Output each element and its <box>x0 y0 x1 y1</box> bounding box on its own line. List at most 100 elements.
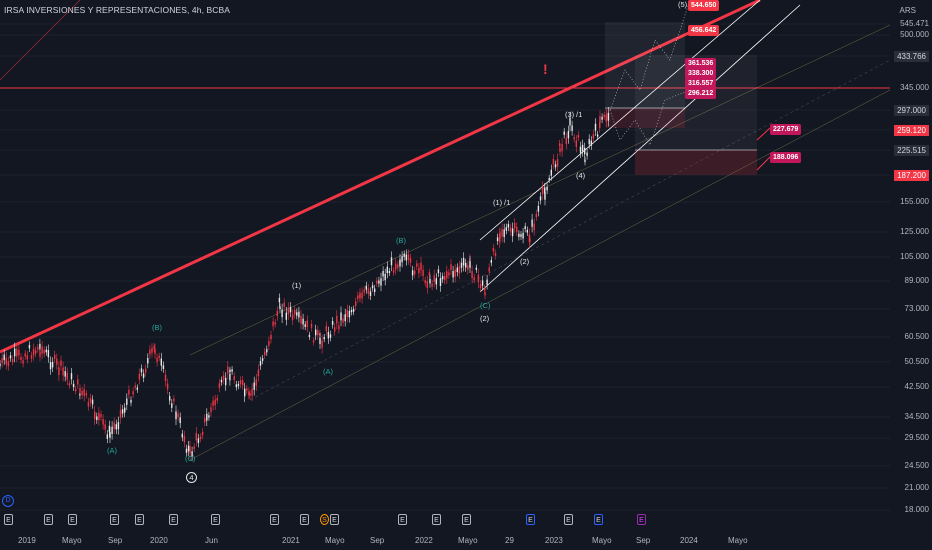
candle-body <box>367 288 370 295</box>
candle-body <box>492 247 495 252</box>
candle-body <box>342 318 344 323</box>
currency-label: ARS <box>899 6 916 15</box>
candle-body <box>559 148 561 153</box>
earnings-event-icon[interactable]: E <box>594 514 603 525</box>
candle-body <box>325 326 327 332</box>
earnings-event-icon[interactable]: E <box>68 514 77 525</box>
alert-icon[interactable]: ! <box>543 61 548 77</box>
candle-body <box>291 314 294 321</box>
target-connector <box>756 156 771 171</box>
earnings-event-icon[interactable]: E <box>330 514 339 525</box>
candle-body <box>346 310 348 317</box>
candle-body <box>601 116 603 120</box>
candle-body <box>298 311 300 318</box>
candle-body <box>471 271 473 279</box>
candle-body <box>39 352 41 357</box>
candle-body <box>441 276 444 280</box>
price-tick: 42.500 <box>904 382 929 391</box>
candle-body <box>420 262 422 271</box>
candle-body <box>43 349 45 354</box>
candle-body <box>544 192 546 200</box>
candle-body <box>126 398 128 405</box>
candle-body <box>214 399 216 406</box>
target-price-label: 188.096 <box>770 152 802 163</box>
candle-body <box>479 284 482 289</box>
candle-body <box>100 414 102 418</box>
dividend-icon[interactable]: D <box>2 495 14 507</box>
candle-body <box>371 285 374 289</box>
candle-body <box>113 422 115 429</box>
earnings-event-icon[interactable]: S <box>320 514 329 525</box>
candle-body <box>452 271 454 278</box>
candle-body <box>264 351 266 356</box>
candle-body <box>179 417 181 424</box>
candle-body <box>520 234 522 237</box>
channel-mid <box>249 59 891 401</box>
candle-body <box>352 309 355 312</box>
price-tick: 155.000 <box>900 197 929 206</box>
candle-body <box>561 143 563 152</box>
candle-body <box>395 263 397 270</box>
candle-body <box>505 227 507 231</box>
candle-body <box>149 349 151 355</box>
price-tick: 73.000 <box>904 304 929 313</box>
candle-body <box>177 413 179 418</box>
candle-body <box>392 270 395 273</box>
candle-body <box>565 137 567 145</box>
candle-body <box>193 446 195 449</box>
candle-body <box>83 389 85 396</box>
earnings-event-icon[interactable]: E <box>135 514 144 525</box>
earnings-event-icon[interactable]: E <box>398 514 407 525</box>
candle-body <box>431 283 433 287</box>
earnings-event-icon[interactable]: E <box>564 514 573 525</box>
earnings-event-icon[interactable]: E <box>300 514 309 525</box>
earnings-event-icon[interactable]: E <box>637 514 646 525</box>
earnings-event-icon[interactable]: E <box>110 514 119 525</box>
candle-body <box>136 387 138 390</box>
wave-label: /1 <box>576 110 583 119</box>
candle-body <box>20 356 22 360</box>
candle-body <box>251 388 253 396</box>
candle-body <box>306 320 308 327</box>
earnings-event-icon[interactable]: E <box>432 514 441 525</box>
candle-body <box>130 399 132 403</box>
candle-body <box>39 343 41 350</box>
candle-body <box>437 269 440 274</box>
candle-body <box>444 276 446 281</box>
candle-body <box>302 318 304 325</box>
candle-body <box>388 270 391 274</box>
earnings-event-icon[interactable]: E <box>211 514 220 525</box>
earnings-event-icon[interactable]: E <box>4 514 13 525</box>
candle-body <box>327 331 330 339</box>
candle-body <box>47 350 50 358</box>
candle-body <box>397 264 399 268</box>
candle-body <box>514 222 516 229</box>
candle-body <box>446 271 448 279</box>
candle-body <box>142 373 145 378</box>
earnings-event-icon[interactable]: E <box>526 514 535 525</box>
earnings-event-icon[interactable]: E <box>44 514 53 525</box>
candle-body <box>554 164 557 168</box>
earnings-event-icon[interactable]: E <box>270 514 279 525</box>
candle-body <box>49 362 52 370</box>
earnings-event-icon[interactable]: E <box>169 514 178 525</box>
candle-body <box>462 258 465 266</box>
candle-body <box>308 334 311 337</box>
thin-red-line <box>0 0 81 81</box>
candle-body <box>469 261 471 268</box>
candle-body <box>584 159 586 163</box>
candle-body <box>289 306 292 313</box>
candle-body <box>156 357 158 363</box>
earnings-event-icon[interactable]: E <box>462 514 471 525</box>
symbol-title[interactable]: IRSA INVERSIONES Y REPRESENTACIONES, 4h,… <box>4 5 231 15</box>
candle-body <box>499 232 501 239</box>
price-tick: 125.000 <box>900 227 929 236</box>
wave-label: (1) <box>493 198 503 207</box>
target-price-label: 227.679 <box>770 124 802 135</box>
major-trendline <box>0 0 761 354</box>
candle-body <box>539 196 542 201</box>
candle-body <box>117 422 120 430</box>
candle-body <box>181 433 183 438</box>
candle-body <box>229 369 231 373</box>
